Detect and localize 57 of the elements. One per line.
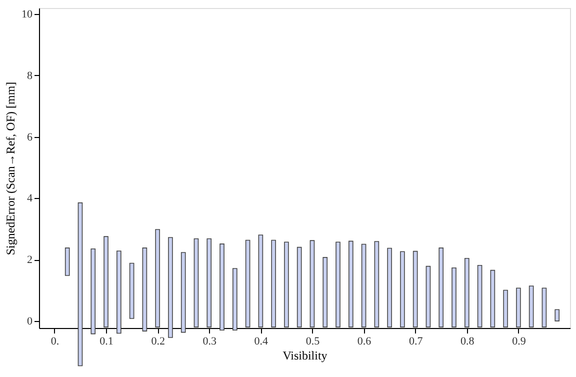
x-tick-label: 0.1 <box>100 336 114 348</box>
bar <box>180 252 186 333</box>
bar <box>220 244 224 331</box>
bar <box>452 267 456 328</box>
bar <box>258 234 264 328</box>
y-tick-label: 8 <box>27 70 33 82</box>
bar <box>412 250 418 328</box>
bar <box>78 202 83 366</box>
bar <box>336 242 340 328</box>
bar <box>464 258 470 328</box>
y-tick-label: 0 <box>27 315 33 328</box>
bar <box>64 248 70 276</box>
bar <box>310 240 315 328</box>
x-tick-label: 0.3 <box>202 336 217 348</box>
bar <box>361 244 366 328</box>
bar <box>528 286 534 328</box>
y-axis-title: SignedError (Scan→Ref, OF) [mm] <box>4 82 18 256</box>
y-tick-label: 10 <box>22 8 33 21</box>
bar <box>374 241 380 328</box>
bar <box>426 266 431 328</box>
bar <box>168 237 173 338</box>
bar <box>477 265 482 328</box>
x-tick-label: 0. <box>50 336 60 348</box>
bar <box>206 238 212 328</box>
bar <box>322 257 328 328</box>
bar <box>116 250 122 334</box>
bar <box>348 240 354 328</box>
x-tick-label: 0.8 <box>460 336 475 348</box>
bar <box>296 246 302 328</box>
x-tick-label: 0.2 <box>151 336 165 348</box>
bar <box>142 248 148 332</box>
bar <box>194 238 199 328</box>
x-tick-label: 0.9 <box>512 336 526 348</box>
bar <box>554 309 560 322</box>
x-tick-label: 0.7 <box>408 336 424 348</box>
bar <box>438 248 444 328</box>
bar <box>490 270 496 328</box>
bar <box>129 262 134 319</box>
bar <box>245 240 250 328</box>
bar <box>271 240 276 328</box>
bar <box>400 251 405 328</box>
bar <box>232 268 238 331</box>
bar <box>155 229 160 328</box>
x-tick-label: 0.5 <box>306 336 320 348</box>
bar <box>284 242 289 328</box>
x-tick-label: 0.6 <box>357 336 372 348</box>
y-tick-label: 6 <box>27 131 33 144</box>
bar <box>516 288 521 328</box>
bar <box>387 248 392 328</box>
x-axis-title: Visibility <box>282 348 328 362</box>
y-tick-label: 2 <box>27 254 32 266</box>
x-tick-label: 0.4 <box>254 336 269 348</box>
bar <box>90 248 96 334</box>
y-tick-label: 4 <box>27 192 33 205</box>
bar <box>104 236 108 328</box>
bar <box>503 290 508 328</box>
bar <box>542 288 547 328</box>
